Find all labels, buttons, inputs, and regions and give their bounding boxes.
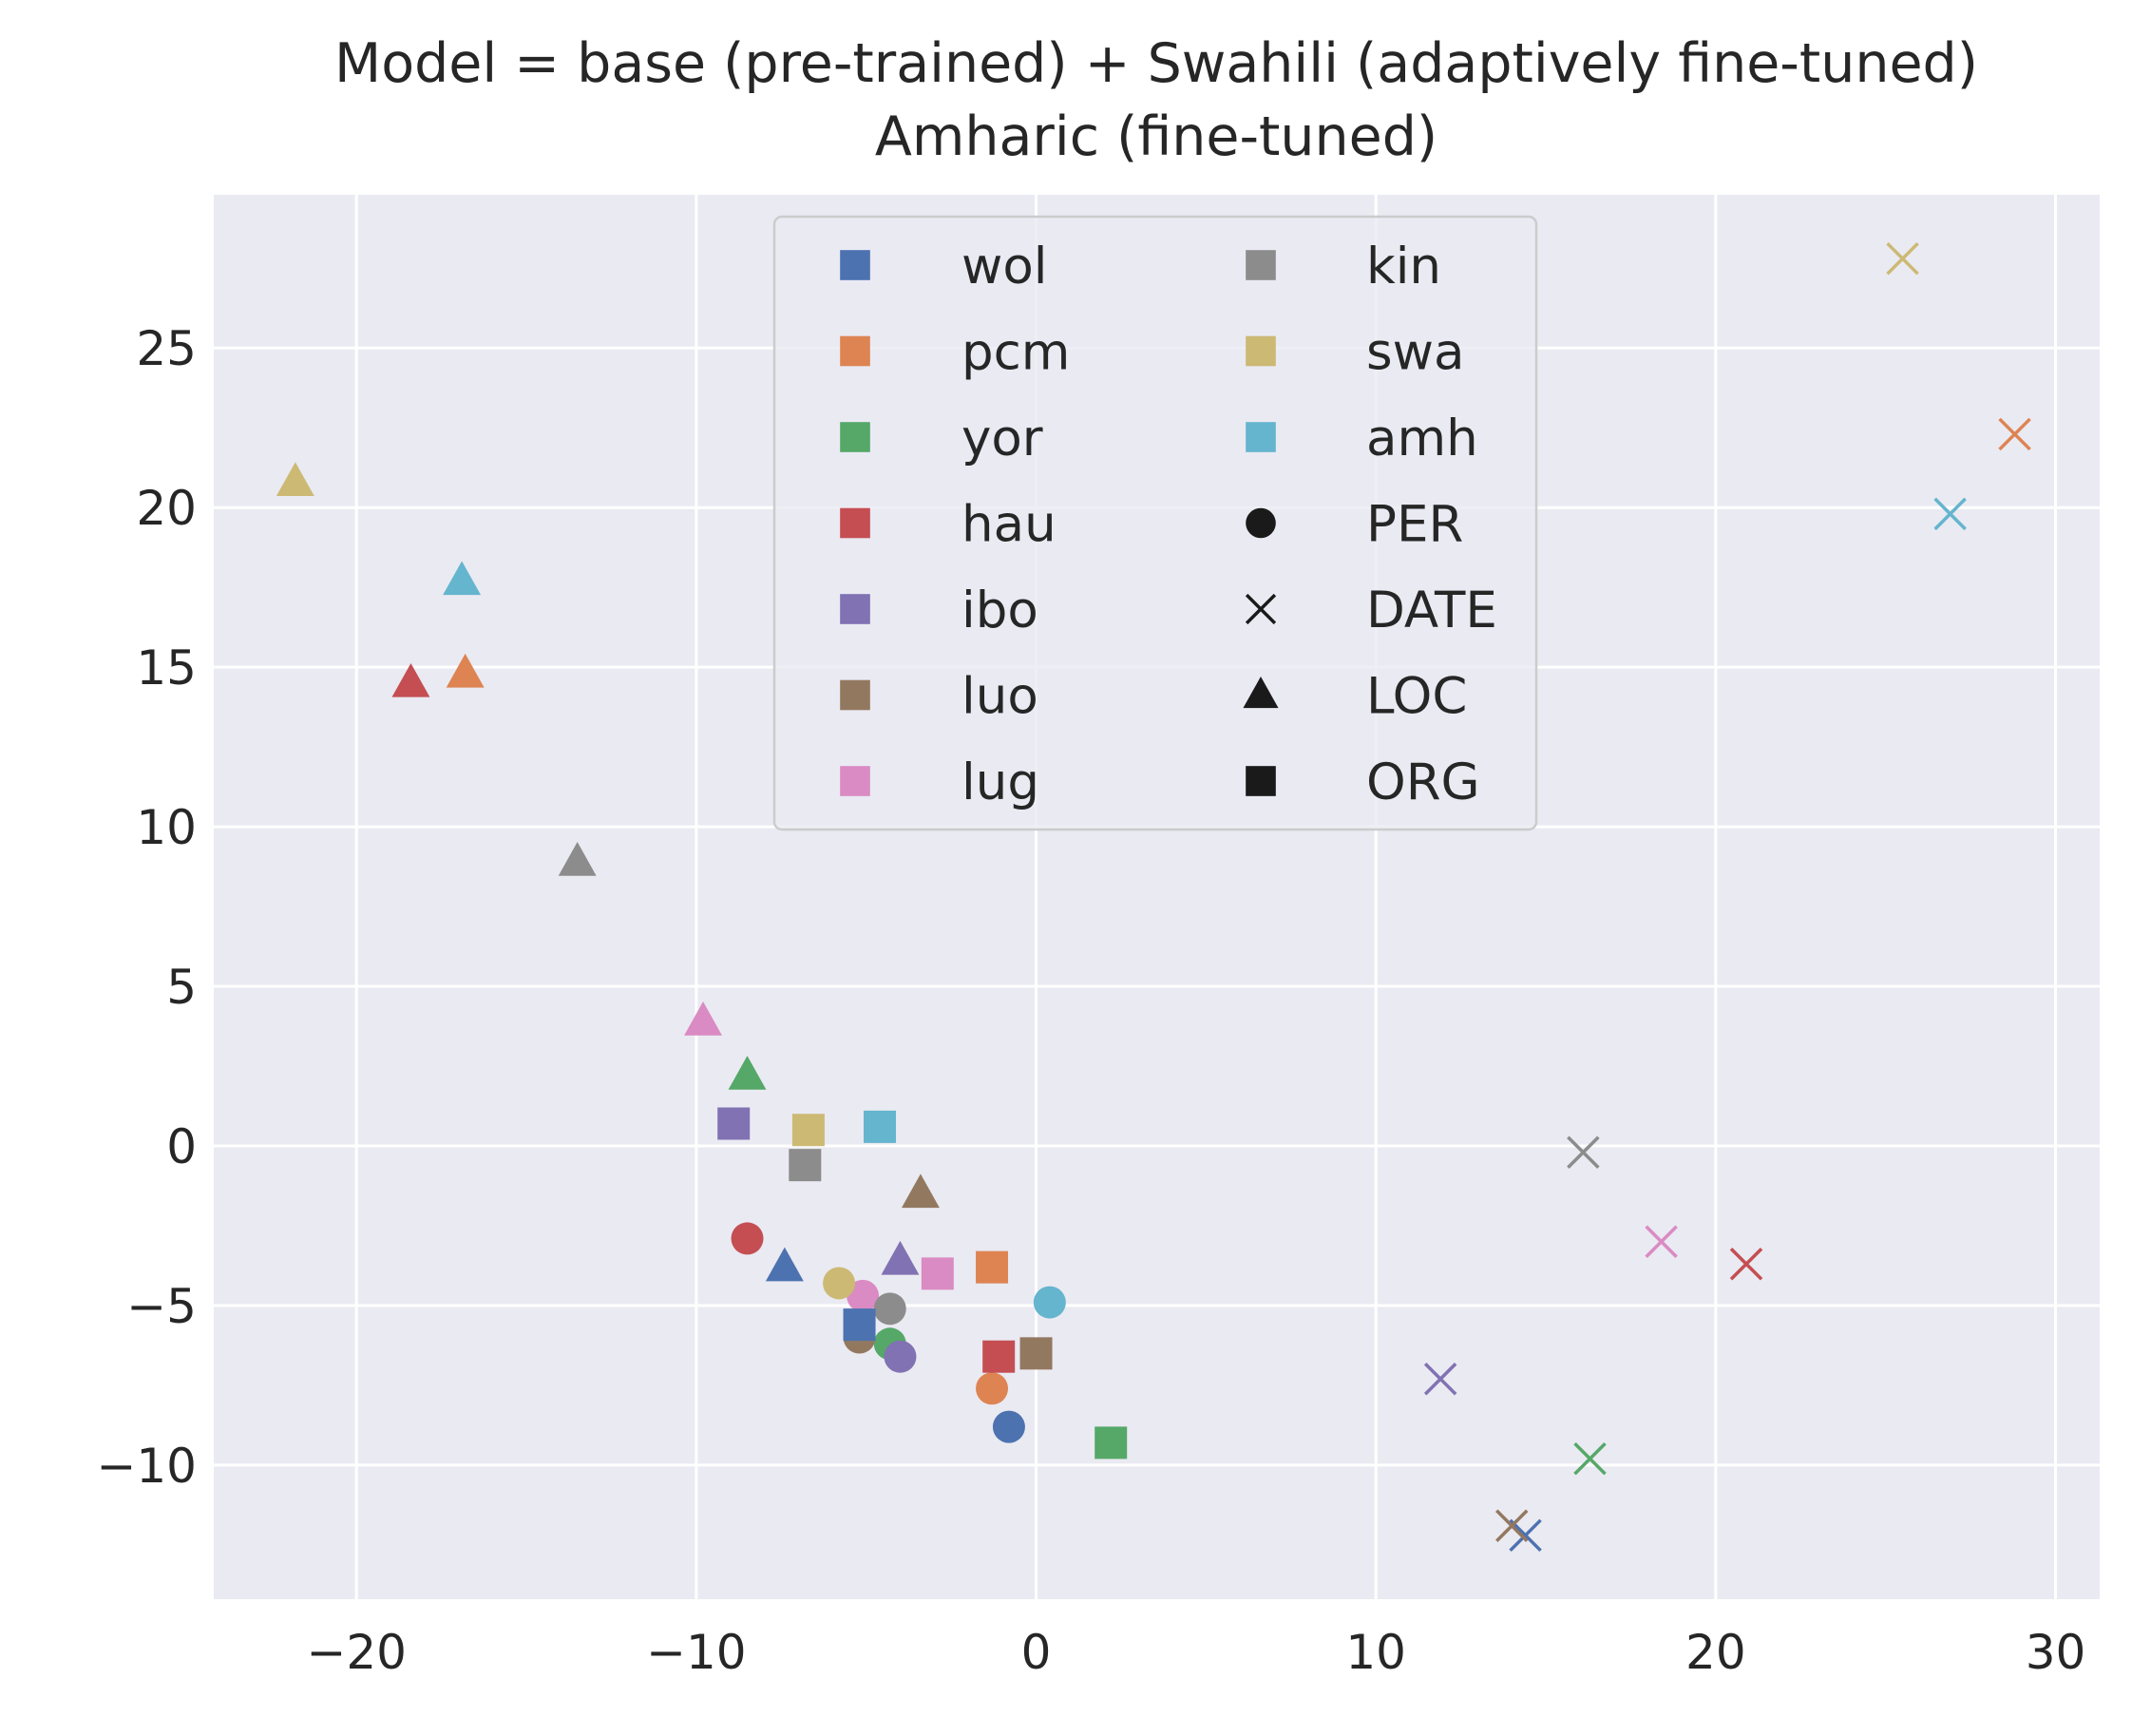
point-hau-loc xyxy=(391,662,430,697)
point-amh-per xyxy=(1033,1286,1066,1319)
legend-marker-pcm xyxy=(840,335,870,367)
point-swa-loc xyxy=(276,462,314,497)
x-tick-label: 30 xyxy=(2026,1625,2086,1680)
legend-label-hau: hau xyxy=(961,496,1056,554)
x-tick-label: 0 xyxy=(1021,1625,1052,1680)
y-tick-label: −10 xyxy=(96,1439,197,1494)
point-wol-loc xyxy=(765,1247,804,1282)
title-line-1: Model = base (pre-trained) + Swahili (ad… xyxy=(334,32,1978,95)
point-wol-date xyxy=(1509,1518,1542,1553)
title-line-2: Amharic (fine-tuned) xyxy=(875,105,1437,168)
legend-marker-luo xyxy=(840,679,870,711)
y-tick-label: 0 xyxy=(166,1119,197,1174)
point-kin-per xyxy=(873,1292,906,1326)
legend-label-swa: swa xyxy=(1366,324,1464,382)
point-swa-per xyxy=(823,1267,856,1300)
legend-marker-wol xyxy=(840,250,870,280)
point-pcm-date xyxy=(1998,417,2031,451)
y-tick-label: 10 xyxy=(136,800,197,855)
point-hau-org xyxy=(982,1340,1016,1373)
point-ibo-per xyxy=(884,1340,917,1373)
point-lug-per xyxy=(847,1279,880,1312)
point-luo-org xyxy=(1019,1337,1053,1370)
legend-label-kin: kin xyxy=(1366,238,1441,296)
x-tick-label: 20 xyxy=(1685,1625,1746,1680)
point-hau-date xyxy=(1729,1248,1763,1281)
y-tick-label: −5 xyxy=(126,1279,197,1334)
legend-marker-amh xyxy=(1246,422,1276,452)
legend-marker-swa xyxy=(1246,335,1276,367)
point-luo-date xyxy=(1495,1509,1529,1542)
legend: wol pcm yor hau ibo luo lug kin swa amh PER DATE LOC… xyxy=(772,215,1538,831)
point-pcm-per xyxy=(976,1372,1009,1405)
legend-label-pcm: pcm xyxy=(961,324,1070,382)
point-hau-per xyxy=(731,1222,764,1255)
point-lug-date xyxy=(1645,1225,1678,1259)
point-yor-date xyxy=(1573,1441,1607,1476)
legend-marker-date xyxy=(1245,593,1277,625)
point-ibo-loc xyxy=(881,1240,920,1275)
point-pcm-loc xyxy=(446,653,485,688)
point-luo-loc xyxy=(901,1173,940,1209)
point-ibo-date xyxy=(1423,1362,1457,1396)
legend-marker-per xyxy=(1246,507,1276,539)
x-tick-label: 10 xyxy=(1345,1625,1406,1680)
legend-label-per: PER xyxy=(1366,496,1463,554)
y-tick-label: 20 xyxy=(136,481,197,536)
point-kin-org xyxy=(789,1149,822,1182)
legend-label-date: DATE xyxy=(1366,582,1497,639)
legend-label-wol: wol xyxy=(961,238,1048,296)
legend-marker-lug xyxy=(840,766,870,796)
y-tick-label: 15 xyxy=(136,640,197,696)
point-kin-date xyxy=(1567,1135,1600,1169)
legend-marker-yor xyxy=(840,422,870,452)
legend-label-ibo: ibo xyxy=(961,582,1038,639)
y-tick-label: 5 xyxy=(166,960,197,1015)
legend-label-amh: amh xyxy=(1366,410,1478,467)
legend-marker-org xyxy=(1246,766,1276,796)
point-swa-date xyxy=(1886,241,1919,276)
chart-title: Model = base (pre-trained) + Swahili (ad… xyxy=(334,32,1978,168)
legend-marker-hau xyxy=(840,507,870,539)
point-amh-date xyxy=(1933,497,1967,531)
point-wol-org xyxy=(843,1308,876,1342)
point-wol-per xyxy=(992,1410,1025,1443)
point-swa-org xyxy=(791,1114,825,1147)
legend-marker-kin xyxy=(1246,250,1276,280)
legend-label-lug: lug xyxy=(961,754,1039,811)
data-points xyxy=(276,241,2031,1553)
legend-frame xyxy=(772,215,1538,831)
point-pcm-org xyxy=(976,1250,1009,1284)
axis-ticks: −20 −10 0 10 20 30 −10 −5 0 5 10 15 20 25 xyxy=(96,321,2085,1680)
point-yor-loc xyxy=(728,1056,767,1090)
point-lug-org xyxy=(921,1257,954,1290)
point-ibo-org xyxy=(717,1107,751,1140)
point-amh-org xyxy=(864,1110,897,1143)
point-lug-loc xyxy=(684,1002,722,1036)
legend-label-luo: luo xyxy=(961,668,1038,726)
legend-label-loc: LOC xyxy=(1366,668,1467,726)
legend-marker-ibo xyxy=(840,594,870,624)
x-tick-label: −20 xyxy=(306,1625,407,1680)
point-kin-loc xyxy=(558,842,597,876)
point-amh-loc xyxy=(443,561,482,596)
legend-label-org: ORG xyxy=(1366,754,1480,811)
x-tick-label: −10 xyxy=(646,1625,747,1680)
legend-label-yor: yor xyxy=(961,410,1043,467)
point-yor-org xyxy=(1095,1426,1128,1459)
legend-marker-loc xyxy=(1243,676,1279,709)
y-tick-label: 25 xyxy=(136,321,197,376)
